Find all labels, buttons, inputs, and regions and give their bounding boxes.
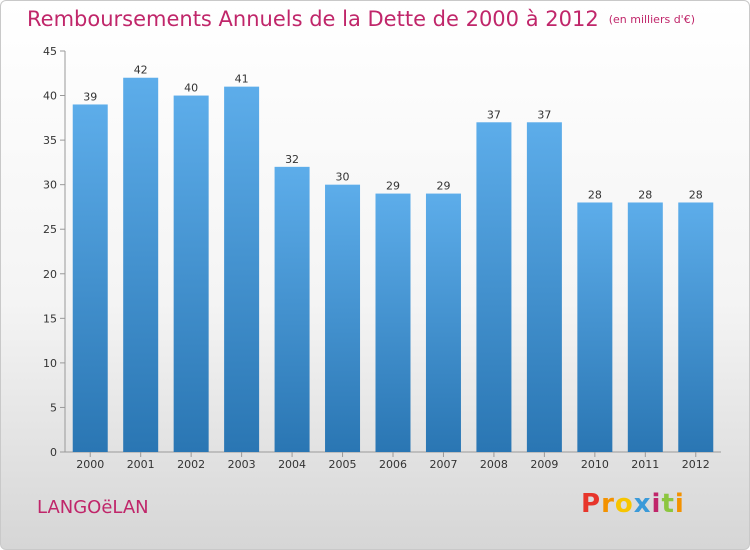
y-tick-label: 0 <box>50 446 57 459</box>
logo-letter: o <box>614 489 634 519</box>
bar <box>678 202 714 452</box>
y-tick-label: 5 <box>50 401 57 414</box>
logo-letter: i <box>674 489 685 519</box>
bar-value-label: 41 <box>235 73 249 86</box>
bar <box>224 86 260 453</box>
y-tick-label: 45 <box>43 45 57 58</box>
logo-letter: P <box>581 489 602 519</box>
y-tick-label: 25 <box>43 223 57 236</box>
bar-value-label: 32 <box>285 153 299 166</box>
y-tick-label: 35 <box>43 134 57 147</box>
bar-value-label: 28 <box>588 188 602 201</box>
logo-letter: i <box>651 489 662 519</box>
x-tick-label: 2007 <box>429 458 457 471</box>
chart-subtitle: (en milliers d'€) <box>608 13 695 26</box>
bar-value-label: 39 <box>83 90 97 103</box>
bar <box>123 77 159 452</box>
bar <box>325 184 361 452</box>
logo-letter: r <box>601 489 615 519</box>
proxiti-logo: Proxiti <box>581 489 685 519</box>
x-tick-label: 2012 <box>682 458 710 471</box>
bar-value-label: 29 <box>436 180 450 193</box>
x-tick-label: 2006 <box>379 458 407 471</box>
x-tick-label: 2009 <box>530 458 558 471</box>
y-tick-label: 20 <box>43 268 57 281</box>
chart-bars <box>72 77 714 453</box>
commune-name: LANGOëLAN <box>37 497 149 518</box>
chart-title-text: Remboursements Annuels de la Dette de 20… <box>27 7 599 31</box>
chart-data-labels: 39 42 40 41 32 30 29 29 37 37 28 28 28 <box>83 64 703 202</box>
bar-value-label: 42 <box>134 64 148 77</box>
chart-axes: 0 5 10 15 20 25 30 35 40 45 2000 2001 2002 2003 2004 20… <box>43 45 721 471</box>
y-tick-label: 30 <box>43 179 57 192</box>
bar <box>476 122 512 453</box>
x-tick-label: 2000 <box>76 458 104 471</box>
bar <box>375 193 411 453</box>
x-tick-label: 2003 <box>228 458 256 471</box>
bar <box>274 166 310 452</box>
bar <box>577 202 613 452</box>
chart-title: Remboursements Annuels de la Dette de 20… <box>27 7 695 31</box>
x-tick-label: 2002 <box>177 458 205 471</box>
logo-letter: x <box>633 489 652 519</box>
x-tick-label: 2008 <box>480 458 508 471</box>
bar-value-label: 28 <box>689 188 703 201</box>
bar <box>526 122 562 453</box>
x-tick-label: 2005 <box>329 458 357 471</box>
bar-value-label: 30 <box>336 171 350 184</box>
bar <box>425 193 461 453</box>
logo-letter: t <box>661 489 675 519</box>
bar-value-label: 37 <box>537 108 551 121</box>
bar-value-label: 29 <box>386 180 400 193</box>
bar <box>173 95 209 453</box>
bar-value-label: 28 <box>638 188 652 201</box>
x-tick-label: 2011 <box>631 458 659 471</box>
x-tick-label: 2010 <box>581 458 609 471</box>
y-tick-label: 10 <box>43 357 57 370</box>
y-tick-label: 15 <box>43 312 57 325</box>
y-tick-label: 40 <box>43 90 57 103</box>
bar-value-label: 40 <box>184 82 198 95</box>
bar <box>72 104 108 452</box>
x-tick-label: 2001 <box>127 458 155 471</box>
bar <box>627 202 663 452</box>
bar-value-label: 37 <box>487 108 501 121</box>
x-tick-label: 2004 <box>278 458 306 471</box>
